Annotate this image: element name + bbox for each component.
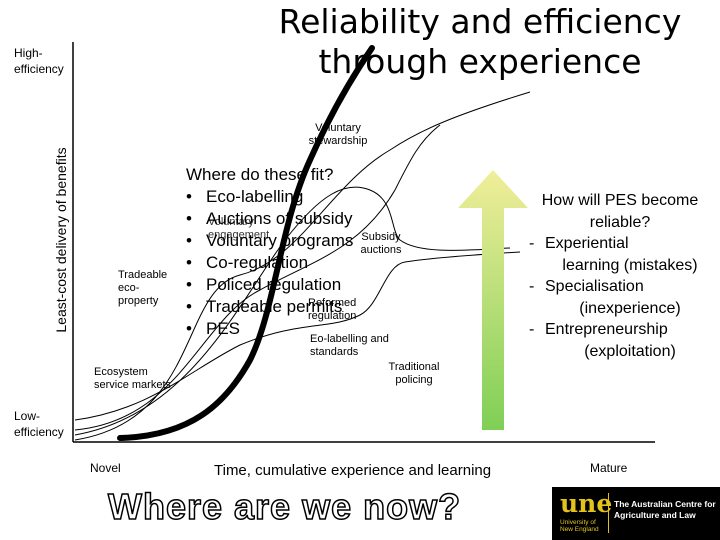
pes-item-sub: learning (mistakes) [562,256,698,274]
x-axis-end-label: Mature [590,461,628,475]
list-item: PES [186,318,353,340]
pes-item-main: Experiential [545,235,629,252]
pes-item: Entrepreneurship (exploitation) [525,319,715,362]
x-axis-start-label: Novel [90,461,121,475]
ecosystem-service-markets-label: Ecosystem service markets [94,366,172,391]
tradeable-eco-property-label: Tradeable eco-property [118,269,168,307]
pes-item-sub: (exploitation) [584,342,676,360]
une-logo: une University of New England The Austra… [552,487,720,540]
pes-reliability-block: How will PES become reliable? Experienti… [525,190,715,362]
list-item: Co-regulation [186,252,353,274]
pes-item-sub: (inexperience) [579,299,681,317]
y-axis-low-label: Low-efficiency [14,409,64,439]
where-are-we-now-heading: Where are we now? [107,485,462,528]
progress-arrow [458,170,528,430]
pes-item-main: Entrepreneurship [545,321,668,338]
traditional-policing-label: Traditional policing [388,361,440,386]
pes-item-main: Specialisation [545,278,644,295]
voluntary-stewardship-label: Voluntary stewardship [308,122,368,147]
list-item: Auctions of subsidy [186,208,353,230]
list-item: Voluntary programs [186,230,353,252]
list-heading: Where do these fit? [186,165,334,184]
x-axis-label: Time, cumulative experience and learning [214,462,492,479]
y-axis-high-label: High-efficiency [14,46,64,76]
list-item: Eco-labelling [186,186,353,208]
pes-item: Specialisation (inexperience) [525,276,715,319]
subsidy-auctions-label: Subsidy auctions [360,231,402,256]
list-item: Policed regulation [186,274,353,296]
logo-divider [608,493,609,533]
centre-name: The Australian Centre for Agriculture an… [614,499,716,520]
pes-item: Experiential learning (mistakes) [525,233,715,276]
pes-heading: How will PES become reliable? [541,192,699,231]
list-item: Tradeable permits [186,296,353,318]
une-logo-mark: une [560,489,613,518]
where-do-these-fit-list: Where do these fit? Eco-labelling Auctio… [186,164,353,340]
une-logo-subtitle: University of New England [560,519,599,533]
